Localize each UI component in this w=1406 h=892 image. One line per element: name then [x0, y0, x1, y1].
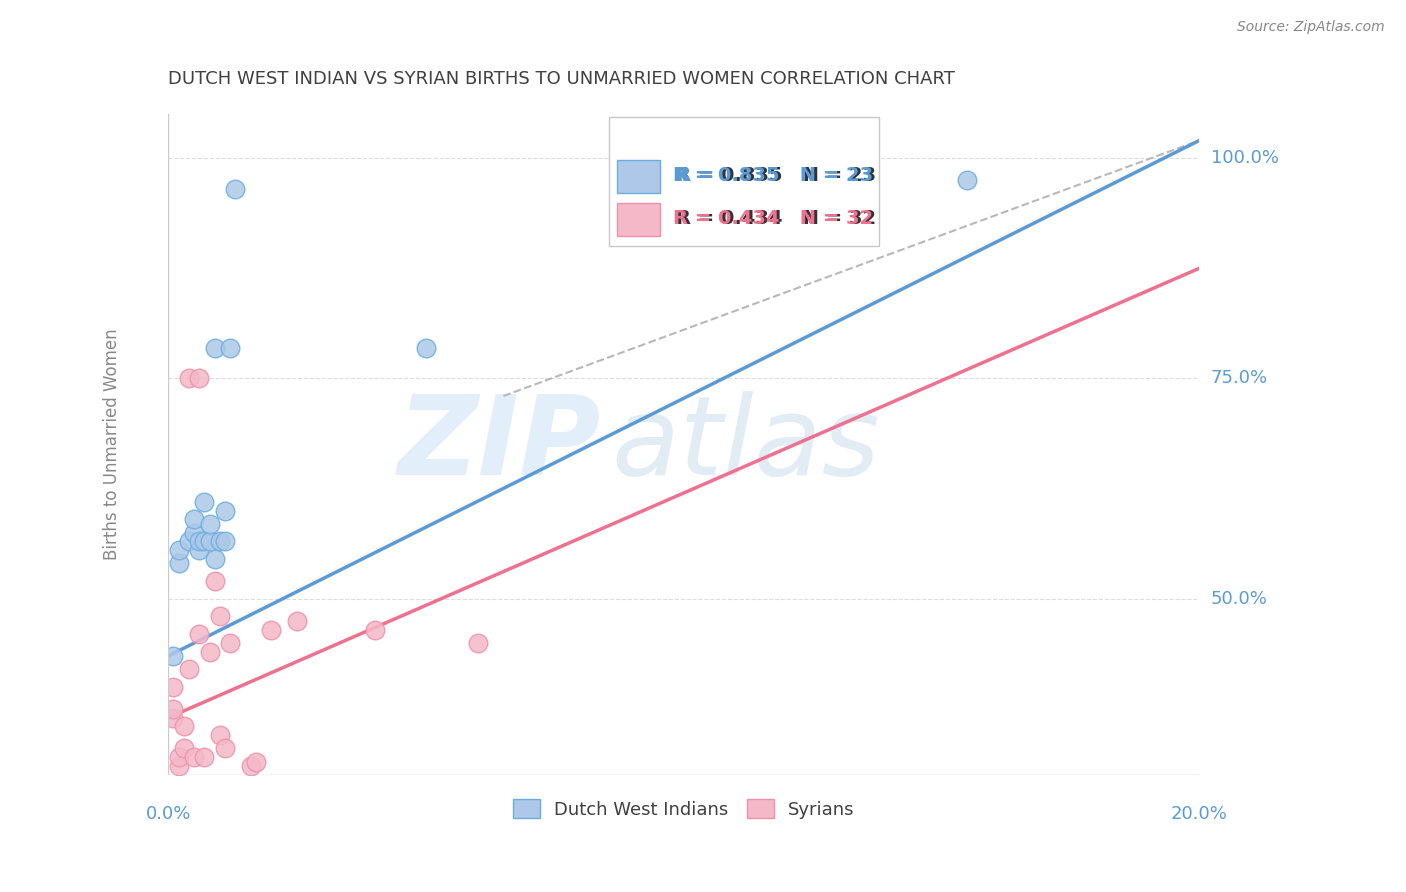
Text: DUTCH WEST INDIAN VS SYRIAN BIRTHS TO UNMARRIED WOMEN CORRELATION CHART: DUTCH WEST INDIAN VS SYRIAN BIRTHS TO UN…	[169, 70, 955, 87]
Point	[208, 534, 231, 549]
Point	[827, 200, 849, 214]
Text: Source: ZipAtlas.com: Source: ZipAtlas.com	[1237, 20, 1385, 34]
Point	[245, 755, 267, 769]
Point	[188, 371, 211, 385]
Point	[183, 750, 205, 764]
Point	[162, 711, 184, 725]
Point	[204, 341, 226, 355]
Point	[173, 741, 195, 756]
Point	[162, 648, 184, 663]
Text: R =: R =	[676, 166, 721, 185]
Text: R = 0.434   N = 32: R = 0.434 N = 32	[672, 209, 873, 227]
Point	[724, 173, 747, 187]
Point	[188, 543, 211, 558]
Text: R = 0.835   N = 23: R = 0.835 N = 23	[676, 166, 876, 185]
Text: 100.0%: 100.0%	[1211, 149, 1278, 167]
Legend: Dutch West Indians, Syrians: Dutch West Indians, Syrians	[513, 799, 855, 819]
Point	[188, 534, 211, 549]
Text: 50.0%: 50.0%	[1211, 590, 1267, 607]
Point	[260, 623, 283, 637]
Point	[193, 534, 215, 549]
Point	[224, 834, 246, 848]
Point	[167, 759, 190, 773]
Point	[956, 173, 979, 187]
Text: Births to Unmarried Women: Births to Unmarried Women	[103, 328, 121, 560]
FancyBboxPatch shape	[617, 161, 661, 194]
Text: ZIP: ZIP	[398, 391, 602, 498]
Text: 0.0%: 0.0%	[146, 805, 191, 823]
Point	[214, 534, 236, 549]
Point	[167, 750, 190, 764]
Point	[219, 341, 242, 355]
Point	[177, 662, 200, 676]
Point	[827, 173, 849, 187]
Point	[239, 759, 262, 773]
FancyBboxPatch shape	[609, 118, 879, 246]
Point	[167, 557, 190, 571]
Point	[214, 741, 236, 756]
Point	[208, 609, 231, 624]
Point	[167, 543, 190, 558]
Point	[415, 341, 437, 355]
Text: atlas: atlas	[612, 391, 880, 498]
Point	[162, 702, 184, 716]
FancyBboxPatch shape	[617, 203, 661, 236]
Point	[198, 516, 221, 531]
Point	[193, 750, 215, 764]
Point	[235, 878, 257, 892]
Point	[363, 623, 385, 637]
Point	[224, 182, 246, 196]
Text: 20.0%: 20.0%	[1171, 805, 1227, 823]
Point	[214, 503, 236, 517]
Point	[198, 534, 221, 549]
Point	[204, 574, 226, 588]
Point	[177, 534, 200, 549]
Point	[208, 728, 231, 742]
Point	[162, 680, 184, 694]
Point	[285, 614, 308, 628]
Point	[219, 636, 242, 650]
Text: R = 0.434   N = 32: R = 0.434 N = 32	[676, 209, 876, 227]
Text: R = 0.835   N = 23: R = 0.835 N = 23	[672, 166, 873, 185]
Point	[467, 636, 489, 650]
Point	[193, 494, 215, 508]
Point	[188, 627, 211, 641]
Point	[198, 644, 221, 658]
Point	[183, 512, 205, 526]
Point	[177, 371, 200, 385]
Point	[204, 552, 226, 566]
Point	[173, 719, 195, 733]
Point	[183, 525, 205, 540]
Text: 75.0%: 75.0%	[1211, 369, 1268, 387]
Point	[981, 878, 1004, 892]
